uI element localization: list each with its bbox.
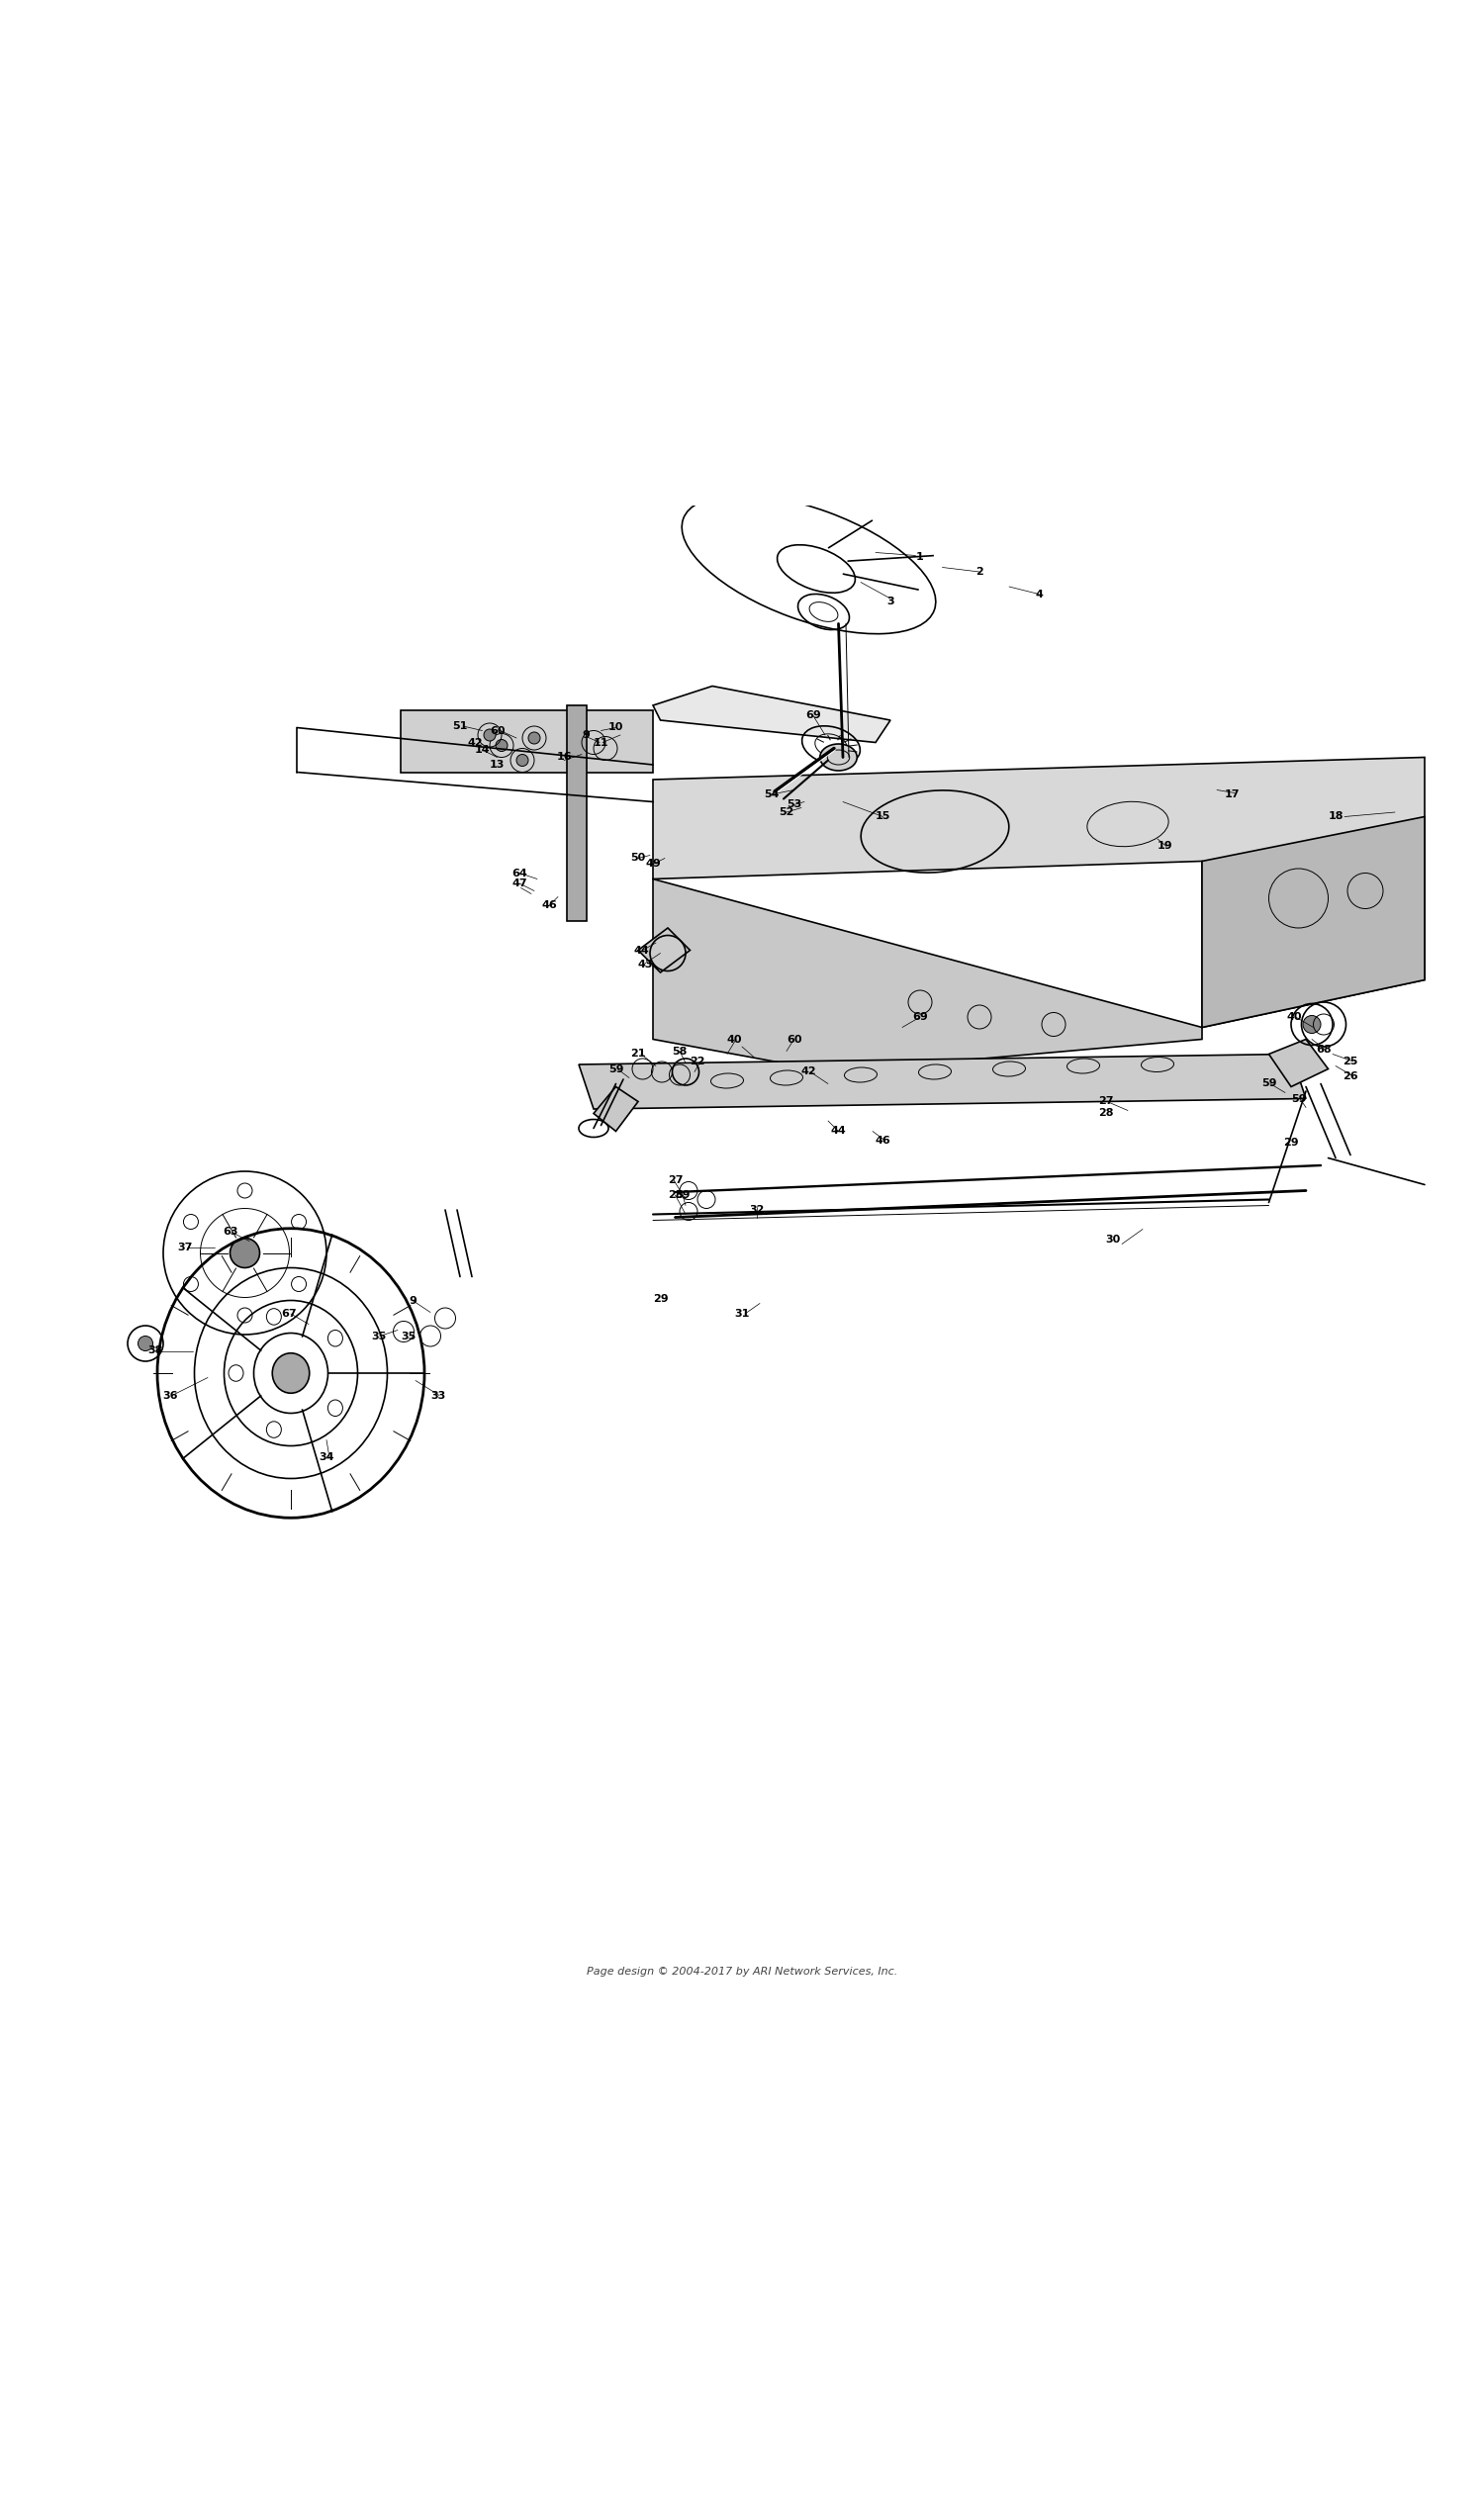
Text: 47: 47: [512, 878, 527, 888]
Text: 49: 49: [646, 860, 660, 868]
Text: 37: 37: [178, 1242, 193, 1252]
Polygon shape: [653, 686, 890, 743]
Text: 63: 63: [223, 1227, 237, 1237]
Text: 27: 27: [668, 1175, 683, 1185]
Text: 10: 10: [608, 723, 623, 733]
Text: 27: 27: [1098, 1097, 1113, 1107]
Circle shape: [528, 733, 540, 743]
Text: 60: 60: [787, 1035, 801, 1045]
Text: 9: 9: [408, 1294, 417, 1304]
Text: 29: 29: [653, 1294, 668, 1304]
Text: 50: 50: [631, 853, 646, 863]
Text: 53: 53: [787, 801, 801, 811]
Text: 60: 60: [490, 726, 505, 736]
Text: 40: 40: [727, 1035, 742, 1045]
Text: 28: 28: [668, 1190, 683, 1200]
Text: 16: 16: [556, 753, 571, 763]
Text: 30: 30: [1106, 1235, 1120, 1245]
Circle shape: [484, 728, 496, 741]
Text: 18: 18: [1328, 811, 1343, 821]
Text: 59: 59: [1261, 1080, 1276, 1090]
Text: 44: 44: [634, 945, 649, 955]
Text: 14: 14: [475, 746, 490, 756]
Text: 35: 35: [401, 1332, 416, 1342]
Text: 9: 9: [582, 731, 591, 741]
Text: 4: 4: [1034, 589, 1043, 599]
Polygon shape: [1269, 1040, 1328, 1087]
Text: 19: 19: [1158, 840, 1172, 850]
Text: 26: 26: [1343, 1072, 1358, 1082]
Text: 3: 3: [886, 596, 895, 606]
Text: 35: 35: [371, 1332, 386, 1342]
Text: Page design © 2004-2017 by ARI Network Services, Inc.: Page design © 2004-2017 by ARI Network S…: [586, 1965, 898, 1975]
Text: 15: 15: [876, 811, 890, 821]
Ellipse shape: [273, 1354, 309, 1394]
Circle shape: [516, 753, 528, 766]
Text: 51: 51: [453, 721, 467, 731]
Circle shape: [496, 741, 508, 751]
Text: 38: 38: [148, 1347, 163, 1357]
Polygon shape: [653, 758, 1425, 1028]
Text: 59: 59: [675, 1190, 690, 1200]
Text: 54: 54: [764, 791, 779, 801]
Text: 69: 69: [913, 1013, 928, 1023]
Text: 40: 40: [1287, 1013, 1301, 1023]
Text: 13: 13: [490, 761, 505, 771]
Circle shape: [1303, 1015, 1321, 1033]
Text: 32: 32: [749, 1205, 764, 1215]
Text: 68: 68: [1316, 1045, 1331, 1055]
Circle shape: [138, 1337, 153, 1352]
Text: 42: 42: [801, 1067, 816, 1077]
Text: 52: 52: [779, 808, 794, 818]
Text: 69: 69: [806, 711, 821, 721]
Polygon shape: [1202, 816, 1425, 1028]
Text: 43: 43: [638, 960, 653, 970]
Text: 44: 44: [831, 1127, 846, 1137]
Polygon shape: [594, 1087, 638, 1132]
Text: 42: 42: [467, 738, 482, 748]
Text: 1: 1: [916, 551, 925, 561]
Text: 17: 17: [1224, 791, 1239, 801]
Text: 28: 28: [1098, 1107, 1113, 1117]
Text: 21: 21: [631, 1050, 646, 1060]
Text: 11: 11: [594, 738, 608, 748]
Text: 59: 59: [608, 1065, 623, 1075]
Text: 29: 29: [1284, 1137, 1298, 1147]
Ellipse shape: [819, 743, 858, 771]
Text: 33: 33: [430, 1392, 445, 1399]
Polygon shape: [401, 711, 653, 773]
Text: 59: 59: [1291, 1095, 1306, 1102]
Polygon shape: [579, 1055, 1306, 1110]
Polygon shape: [653, 878, 1202, 1072]
Text: 58: 58: [672, 1045, 687, 1055]
Text: 46: 46: [876, 1135, 890, 1145]
Polygon shape: [567, 706, 586, 920]
Text: 22: 22: [690, 1057, 705, 1067]
Text: 25: 25: [1343, 1057, 1358, 1067]
Circle shape: [230, 1237, 260, 1267]
Text: 64: 64: [512, 868, 527, 878]
Text: 67: 67: [282, 1309, 297, 1319]
Text: 36: 36: [163, 1392, 178, 1399]
Text: 31: 31: [735, 1309, 749, 1319]
Polygon shape: [638, 928, 690, 973]
Text: 2: 2: [975, 566, 984, 576]
Text: 46: 46: [542, 900, 556, 910]
Text: 34: 34: [319, 1454, 334, 1461]
